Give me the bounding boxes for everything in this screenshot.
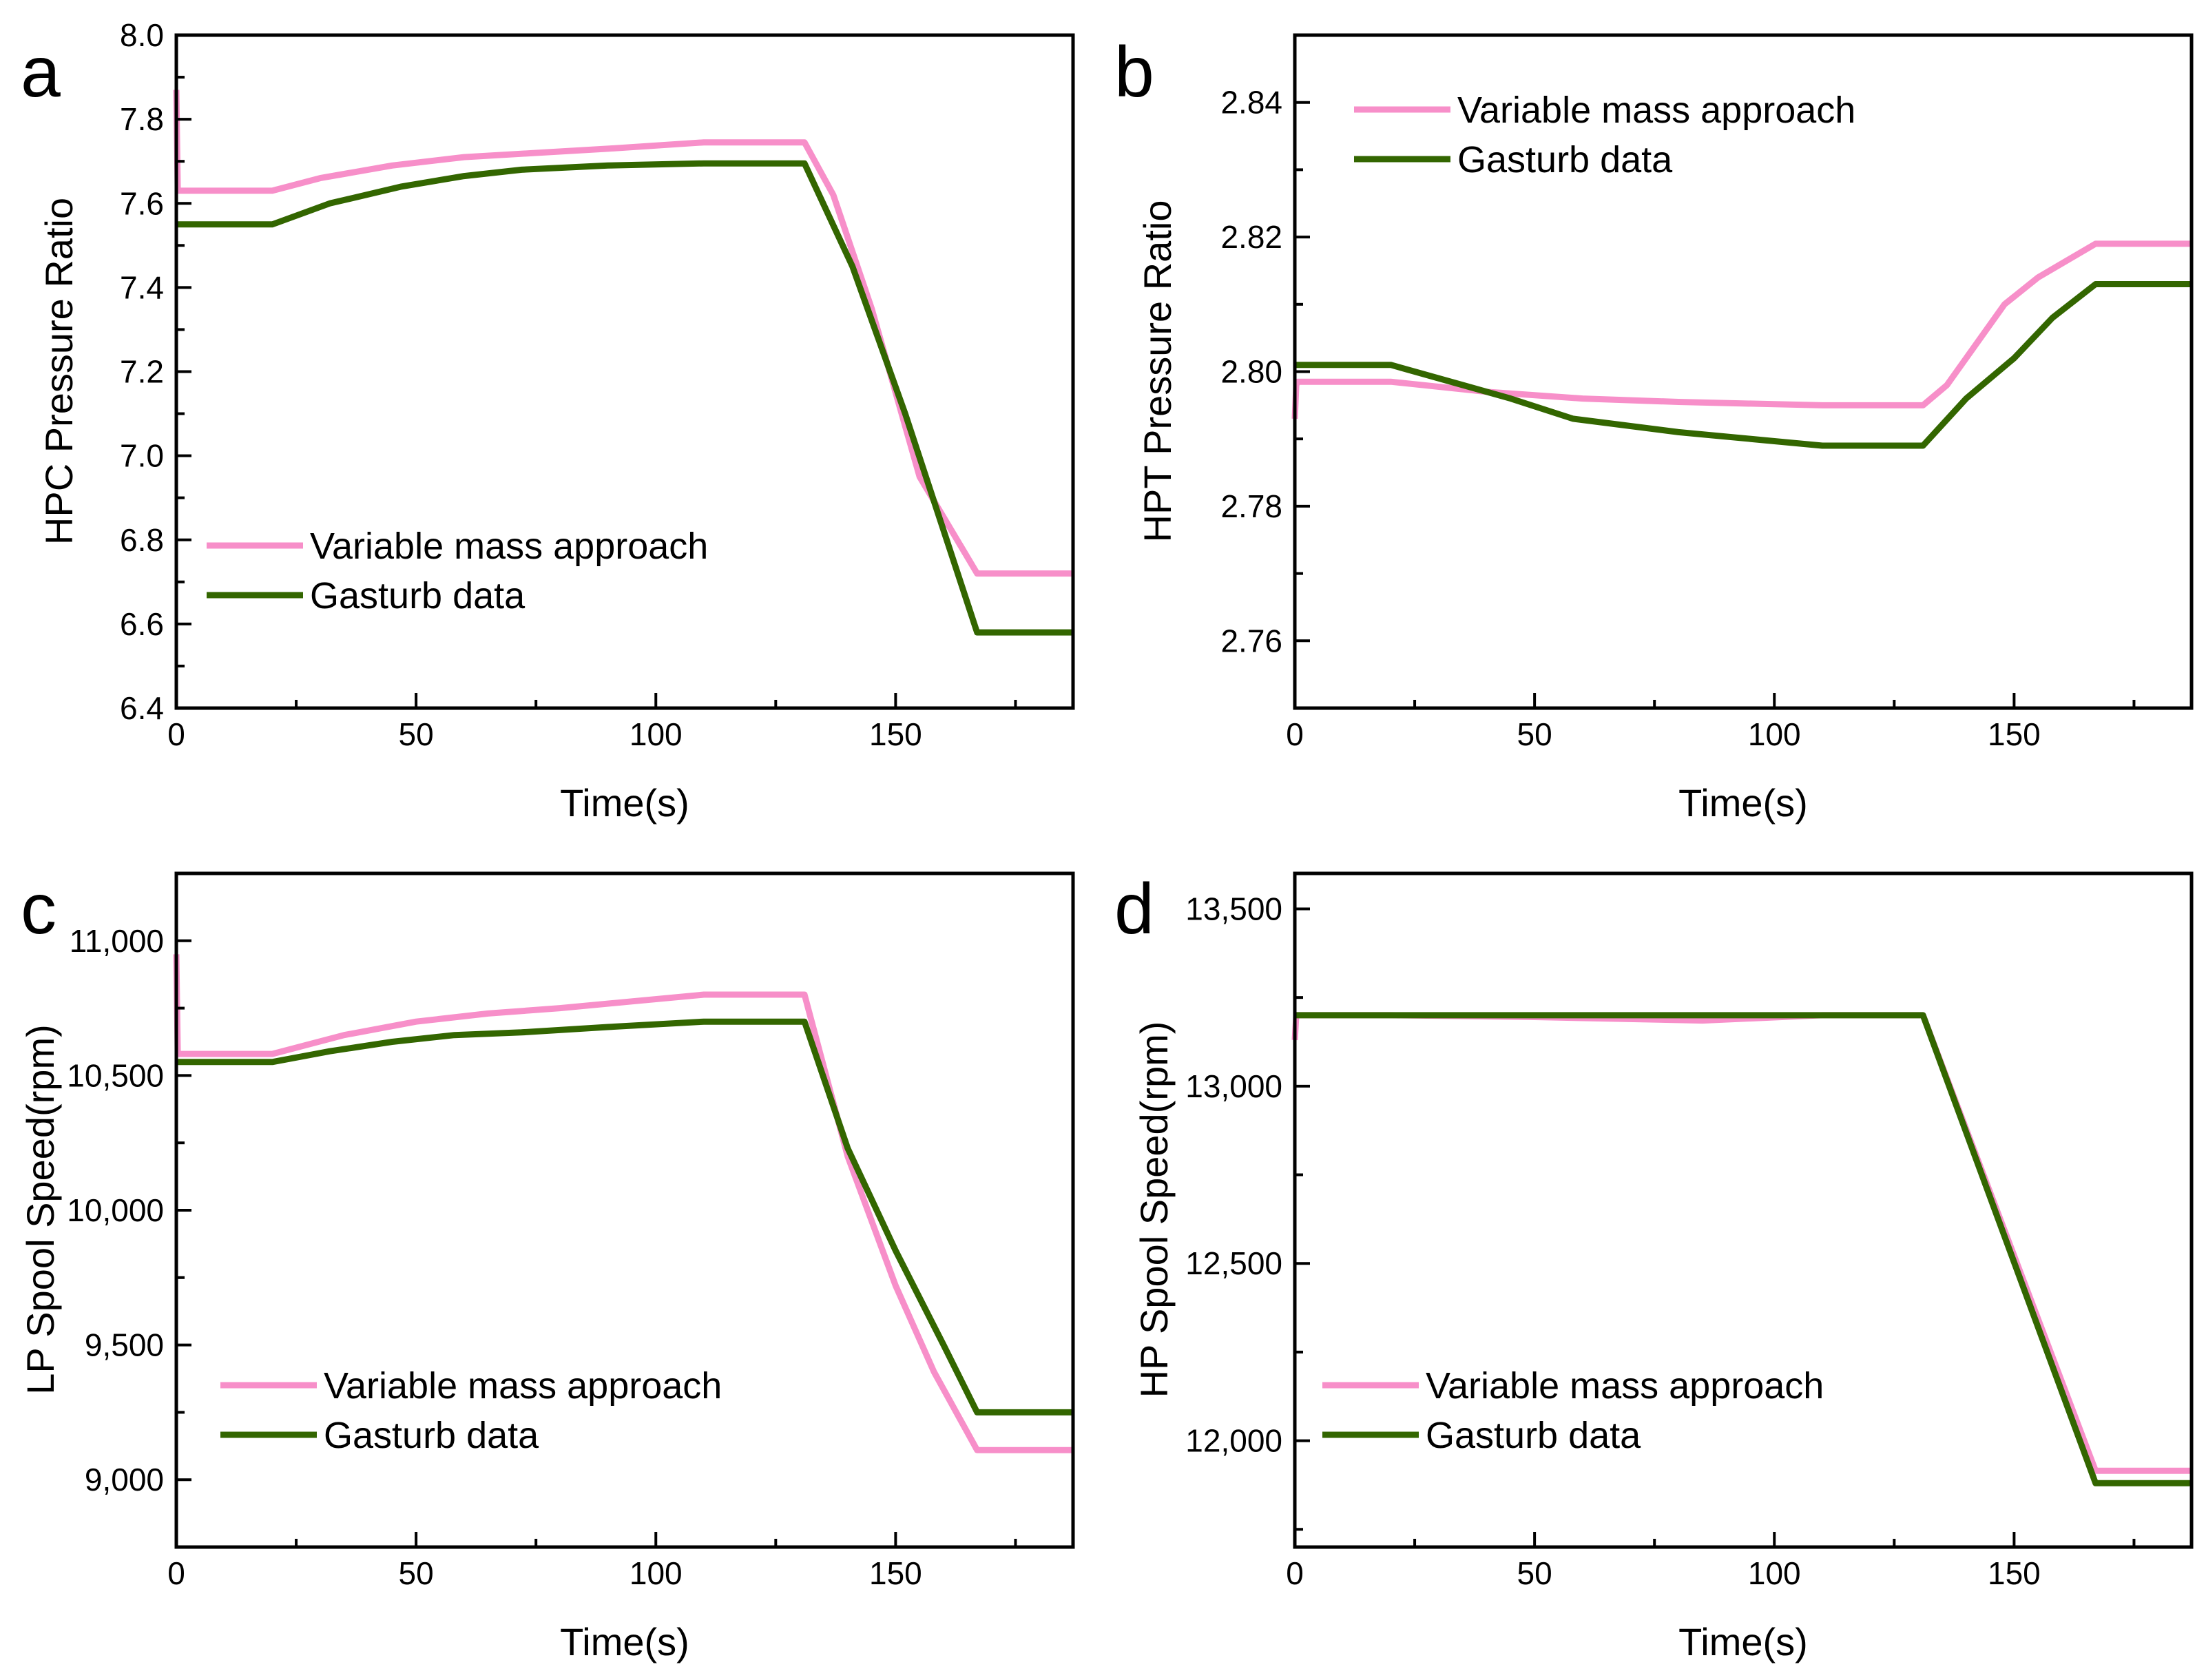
y-tick-label: 13,500 xyxy=(1185,891,1282,926)
x-axis-title: Time(s) xyxy=(1678,1620,1808,1663)
x-axis-title: Time(s) xyxy=(560,781,689,825)
x-tick-label: 50 xyxy=(399,716,434,752)
plot-frame xyxy=(174,871,1075,1549)
y-tick-label: 9,000 xyxy=(85,1462,164,1497)
legend: Variable mass approach Gasturb data xyxy=(1322,1365,1824,1456)
panel-label: d xyxy=(1114,869,1154,949)
y-tick-label: 2.78 xyxy=(1220,488,1282,524)
y-tick-label: 7.2 xyxy=(120,354,164,390)
y-tick-label: 6.6 xyxy=(120,606,164,642)
x-tick-label: 50 xyxy=(1517,716,1552,752)
y-tick-label: 11,000 xyxy=(70,923,164,959)
x-tick-label: 150 xyxy=(1988,1555,2041,1591)
x-tick-label: 100 xyxy=(629,1555,683,1591)
y-tick-label: 6.4 xyxy=(120,690,164,726)
x-tick-label: 0 xyxy=(1286,716,1304,752)
panel-label: a xyxy=(21,32,61,112)
legend-label-gasturb: Gasturb data xyxy=(1457,139,1673,180)
x-tick-label: 50 xyxy=(1517,1555,1552,1591)
y-tick-label: 12,000 xyxy=(1185,1423,1282,1459)
series-line-gasturb xyxy=(176,1018,1073,1415)
y-axis-title: LP Spool Speed(rpm) xyxy=(19,1024,62,1395)
y-tick-label: 2.80 xyxy=(1220,354,1282,390)
legend: Variable mass approach Gasturb data xyxy=(1354,90,1855,180)
legend-label-variable-mass: Variable mass approach xyxy=(310,526,708,567)
series-line-gasturb xyxy=(176,160,1073,636)
series-line-gasturb xyxy=(1295,1012,2192,1486)
series-line-variable-mass xyxy=(173,954,1073,1453)
x-tick-label: 0 xyxy=(167,716,185,752)
y-tick-label: 12,500 xyxy=(1185,1245,1282,1281)
x-tick-label: 100 xyxy=(629,716,683,752)
y-axis-title: HPT Pressure Ratio xyxy=(1136,200,1179,543)
plot-frame xyxy=(1293,871,2194,1549)
y-tick-label: 10,000 xyxy=(67,1192,164,1228)
y-tick-label: 6.8 xyxy=(120,522,164,558)
y-tick-label: 7.4 xyxy=(120,269,164,305)
x-tick-label: 150 xyxy=(869,716,922,752)
series-line-variable-mass xyxy=(1291,240,2192,419)
x-tick-label: 100 xyxy=(1748,1555,1801,1591)
y-tick-label: 2.76 xyxy=(1220,623,1282,658)
panel-b-hpt-pressure-ratio: 0 50 100 150 2.76 2.78 2.80 2.82 2.84 b HPT Pres… xyxy=(1114,32,2194,825)
y-tick-label: 13,000 xyxy=(1185,1068,1282,1104)
panel-label: c xyxy=(21,869,56,949)
x-axis-title: Time(s) xyxy=(560,1620,689,1663)
legend-label-variable-mass: Variable mass approach xyxy=(1457,90,1855,131)
x-tick-label: 50 xyxy=(399,1555,434,1591)
x-tick-label: 150 xyxy=(869,1555,922,1591)
y-tick-label: 7.6 xyxy=(120,185,164,221)
x-tick-label: 100 xyxy=(1748,716,1801,752)
series-line-gasturb xyxy=(1295,281,2192,449)
plot-frame xyxy=(1293,33,2194,710)
x-tick-label: 0 xyxy=(1286,1555,1304,1591)
y-tick-label: 7.0 xyxy=(120,438,164,474)
y-tick-label: 8.0 xyxy=(120,17,164,53)
legend-label-variable-mass: Variable mass approach xyxy=(1426,1365,1824,1407)
legend-label-variable-mass: Variable mass approach xyxy=(324,1365,722,1407)
y-tick-label: 2.82 xyxy=(1220,219,1282,255)
legend: Variable mass approach Gasturb data xyxy=(207,526,708,616)
legend-label-gasturb: Gasturb data xyxy=(324,1415,539,1456)
panel-label: b xyxy=(1114,32,1154,112)
legend-label-gasturb: Gasturb data xyxy=(310,575,526,616)
legend: Variable mass approach Gasturb data xyxy=(220,1365,722,1456)
y-axis-title: HPC Pressure Ratio xyxy=(37,198,81,545)
y-axis-title: HP Spool Speed(rpm) xyxy=(1132,1022,1176,1398)
y-tick-label: 7.8 xyxy=(120,101,164,137)
x-tick-label: 0 xyxy=(167,1555,185,1591)
panel-a-hpc-pressure-ratio: 0 50 100 150 6.4 6.6 6.8 7.0 7.2 7.4 7.6 7.8 8.0 a H… xyxy=(21,17,1075,825)
x-axis-title: Time(s) xyxy=(1678,781,1808,825)
legend-label-gasturb: Gasturb data xyxy=(1426,1415,1641,1456)
y-tick-label: 2.84 xyxy=(1220,85,1282,121)
y-tick-label: 9,500 xyxy=(85,1327,164,1363)
x-tick-label: 150 xyxy=(1988,716,2041,752)
y-tick-label: 10,500 xyxy=(67,1057,164,1093)
panel-d-hp-spool-speed: 0 50 100 150 12,000 12,500 13,000 13,500 d HP S… xyxy=(1114,869,2194,1663)
